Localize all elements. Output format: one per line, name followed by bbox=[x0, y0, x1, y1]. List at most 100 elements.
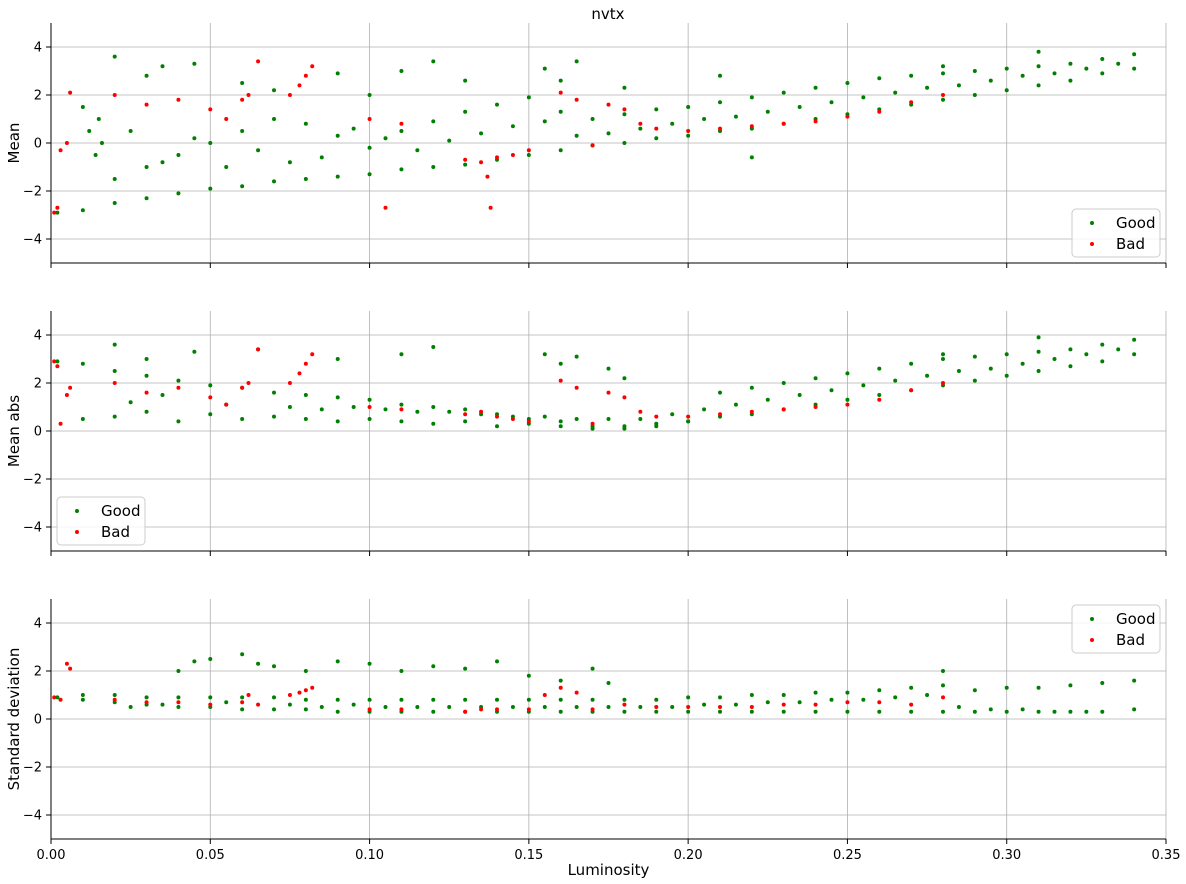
data-point-good bbox=[1132, 337, 1137, 342]
data-point-bad bbox=[64, 393, 69, 397]
data-point-bad bbox=[256, 702, 261, 707]
data-point-bad bbox=[463, 412, 468, 417]
data-point-good bbox=[1036, 64, 1041, 69]
data-point-good bbox=[941, 683, 945, 688]
data-point-good bbox=[367, 661, 372, 666]
data-point-bad bbox=[574, 97, 579, 102]
data-point-bad bbox=[303, 73, 308, 78]
legend-frame bbox=[1071, 604, 1161, 654]
data-point-bad bbox=[297, 83, 302, 88]
data-point-good bbox=[925, 85, 930, 90]
data-point-good bbox=[1116, 61, 1121, 66]
data-point-good bbox=[335, 395, 340, 400]
data-point-good bbox=[447, 705, 452, 709]
data-point-good bbox=[208, 412, 213, 417]
data-point-good bbox=[256, 661, 261, 666]
data-point-good bbox=[256, 148, 261, 153]
data-point-good bbox=[399, 402, 404, 407]
data-point-good bbox=[399, 129, 404, 133]
data-point-good bbox=[112, 342, 117, 347]
data-point-good bbox=[733, 702, 738, 707]
data-point-good bbox=[526, 697, 531, 702]
data-point-bad bbox=[246, 693, 251, 697]
data-point-good bbox=[80, 361, 85, 366]
figure-title: nvtx bbox=[591, 5, 624, 23]
data-point-bad bbox=[68, 666, 73, 671]
data-point-bad bbox=[463, 709, 468, 714]
data-point-good bbox=[144, 357, 149, 361]
y-tick-label: 0 bbox=[34, 713, 42, 728]
x-tick-label: 0.05 bbox=[196, 848, 225, 863]
data-point-good bbox=[463, 78, 468, 83]
data-point-good bbox=[1100, 57, 1105, 61]
data-point-good bbox=[606, 417, 611, 421]
data-point-bad bbox=[813, 702, 818, 707]
data-point-good bbox=[622, 709, 627, 714]
data-point-good bbox=[399, 419, 404, 424]
data-point-good bbox=[925, 693, 930, 697]
data-point-good bbox=[192, 136, 197, 141]
data-point-good bbox=[463, 407, 468, 412]
data-point-bad bbox=[606, 102, 611, 107]
data-point-bad bbox=[781, 702, 786, 707]
data-point-bad bbox=[287, 693, 292, 697]
data-point-good bbox=[558, 361, 563, 366]
data-point-good bbox=[1036, 349, 1041, 354]
data-point-good bbox=[590, 697, 595, 702]
data-point-bad bbox=[479, 160, 484, 165]
data-point-good bbox=[622, 112, 627, 117]
data-point-good bbox=[80, 697, 85, 702]
data-point-good bbox=[654, 136, 659, 141]
data-point-bad bbox=[479, 707, 484, 712]
data-point-good bbox=[399, 352, 404, 357]
data-point-bad bbox=[495, 414, 499, 419]
x-tick-label: 0.00 bbox=[37, 848, 66, 863]
data-point-good bbox=[558, 678, 563, 683]
y-tick-label: 2 bbox=[34, 377, 42, 392]
data-point-good bbox=[160, 160, 165, 165]
data-point-bad bbox=[58, 421, 63, 426]
data-point-bad bbox=[749, 409, 754, 414]
data-point-bad bbox=[55, 205, 60, 210]
data-point-good bbox=[272, 695, 276, 700]
data-point-good bbox=[319, 705, 324, 709]
data-point-good bbox=[93, 153, 98, 157]
data-point-bad bbox=[909, 388, 914, 393]
data-point-good bbox=[287, 405, 292, 409]
data-point-bad bbox=[638, 121, 643, 126]
data-point-good bbox=[87, 129, 92, 133]
data-point-good bbox=[495, 659, 499, 664]
legend: Good Bad bbox=[56, 496, 146, 546]
data-point-good bbox=[654, 107, 659, 112]
data-point-good bbox=[319, 155, 324, 160]
data-point-good bbox=[240, 184, 245, 189]
data-point-good bbox=[861, 95, 866, 100]
data-point-good bbox=[797, 105, 802, 109]
data-point-bad bbox=[310, 64, 315, 69]
data-point-good bbox=[96, 117, 101, 121]
data-point-good bbox=[399, 69, 404, 73]
data-point-bad bbox=[176, 97, 181, 102]
data-point-bad bbox=[558, 685, 563, 690]
data-point-bad bbox=[52, 210, 57, 215]
data-point-good bbox=[208, 141, 213, 145]
data-point-good bbox=[542, 414, 547, 419]
data-point-bad bbox=[558, 90, 563, 95]
data-point-good bbox=[590, 426, 595, 431]
legend-marker-bad bbox=[1090, 242, 1094, 246]
data-point-good bbox=[272, 390, 276, 395]
data-point-good bbox=[941, 669, 945, 673]
data-point-good bbox=[208, 383, 213, 388]
data-point-good bbox=[1004, 352, 1009, 357]
data-point-good bbox=[654, 424, 659, 429]
legend-marker-good bbox=[75, 509, 79, 513]
data-point-good bbox=[526, 673, 531, 678]
data-point-good bbox=[574, 59, 579, 64]
data-point-good bbox=[972, 69, 977, 73]
data-point-good bbox=[749, 95, 754, 100]
data-point-bad bbox=[367, 405, 372, 409]
data-point-good bbox=[463, 162, 468, 167]
data-point-good bbox=[941, 352, 945, 357]
data-point-good bbox=[272, 117, 276, 121]
data-point-bad bbox=[58, 148, 63, 153]
